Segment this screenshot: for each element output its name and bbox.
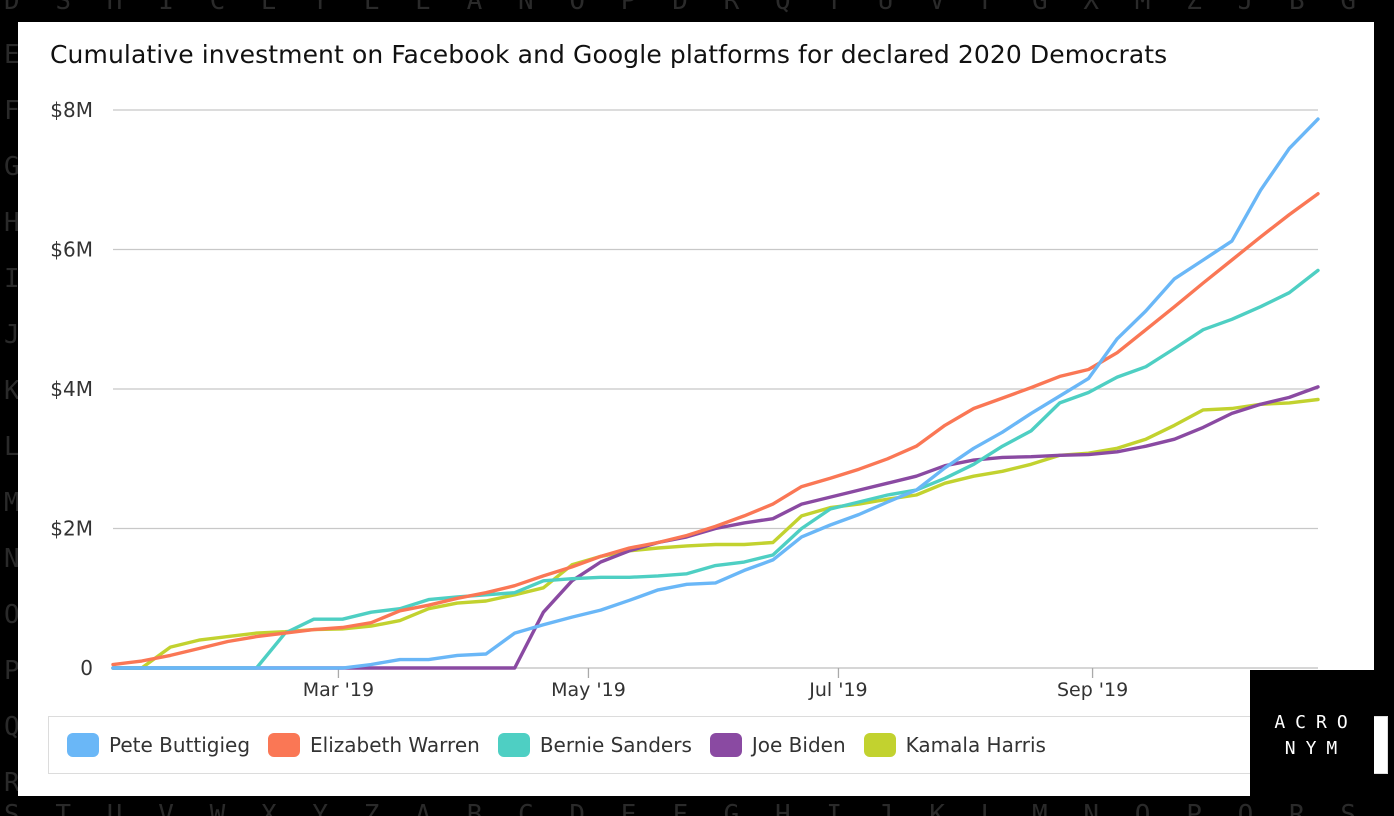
legend-item-sanders[interactable]: Bernie Sanders (497, 733, 692, 757)
x-tick-label: Mar '19 (303, 679, 374, 701)
x-tick-label: Jul '19 (808, 679, 867, 701)
y-tick-label: 0 (80, 656, 93, 680)
chart-legend: Pete Buttigieg Elizabeth Warren Bernie San… (48, 716, 1388, 774)
legend-label: Kamala Harris (905, 733, 1046, 757)
series-line-warren (111, 191, 1320, 667)
chart-title: Cumulative investment on Facebook and Go… (50, 40, 1168, 69)
acronym-logo: ACRO NYM (1250, 670, 1374, 796)
legend-swatch (268, 733, 301, 757)
x-tick-label: May '19 (551, 679, 626, 701)
series-line-sanders (111, 268, 1320, 670)
legend-swatch (863, 733, 896, 757)
legend-swatch (67, 733, 99, 757)
legend-item-buttigieg[interactable]: Pete Buttigieg (67, 733, 250, 757)
y-tick-label: $4M (50, 377, 93, 401)
legend-item-harris[interactable]: Kamala Harris (863, 733, 1046, 757)
series-line-buttigieg (111, 117, 1320, 670)
legend-swatch (709, 733, 742, 757)
legend-swatch (497, 733, 530, 757)
legend-label: Bernie Sanders (539, 733, 692, 757)
logo-line-1: ACRO (1274, 712, 1358, 733)
legend-label: Joe Biden (751, 733, 846, 757)
legend-label: Pete Buttigieg (109, 733, 251, 757)
y-tick-label: $2M (50, 517, 93, 541)
y-axis-tick-labels: 0 $2M $4M $6M $8M (50, 98, 93, 680)
y-tick-label: $8M (50, 98, 93, 122)
x-tick-label: Sep '19 (1057, 679, 1128, 701)
y-tick-label: $6M (50, 238, 93, 262)
legend-item-warren[interactable]: Elizabeth Warren (268, 733, 480, 757)
series-lines (111, 117, 1320, 670)
x-axis-ticks: Mar '19 May '19 Jul '19 Sep '19 (303, 668, 1128, 701)
legend-item-biden[interactable]: Joe Biden (709, 733, 846, 757)
logo-line-2: NYM (1284, 738, 1348, 759)
legend-label: Elizabeth Warren (310, 733, 480, 757)
